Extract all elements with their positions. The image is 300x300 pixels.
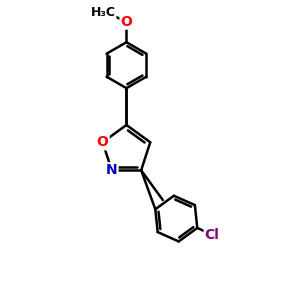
Text: H₃C: H₃C (90, 6, 116, 19)
Text: O: O (97, 135, 109, 149)
Text: N: N (106, 163, 118, 177)
Text: O: O (121, 15, 132, 28)
Text: Cl: Cl (205, 227, 220, 242)
